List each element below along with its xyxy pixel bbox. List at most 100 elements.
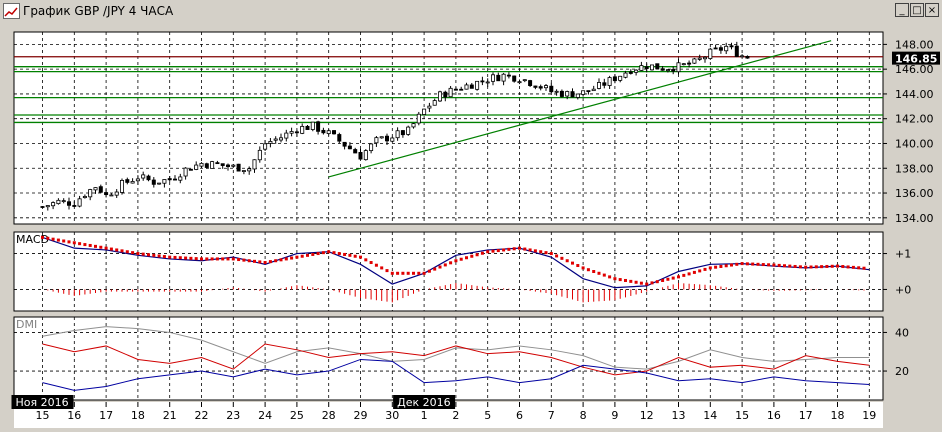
- macd-label: MACD: [16, 233, 49, 246]
- title-bar[interactable]: График GBP /JPY 4 ЧАСА _ □ ×: [0, 0, 942, 22]
- candle-body: [369, 143, 374, 152]
- candle-body: [257, 149, 262, 161]
- macd-signal-dot: [173, 255, 177, 259]
- x-tick-label: 30: [385, 409, 399, 422]
- minimize-button[interactable]: _: [895, 3, 909, 17]
- candle-body: [644, 66, 649, 70]
- candle-body: [241, 170, 246, 172]
- macd-signal-dot: [178, 256, 182, 260]
- x-tick-label: 25: [290, 409, 304, 422]
- candle-body: [512, 75, 517, 82]
- price-tick-label: 148.00: [895, 38, 934, 51]
- x-tick-label: 1: [421, 409, 428, 422]
- candle-body: [602, 82, 607, 86]
- candle-body: [384, 135, 389, 142]
- candle-body: [538, 86, 543, 89]
- macd-signal-dot: [449, 261, 453, 265]
- candle-body: [45, 205, 50, 208]
- candle-body: [353, 149, 358, 154]
- macd-signal-dot: [120, 249, 124, 253]
- macd-signal-dot: [465, 256, 468, 260]
- candle-body: [231, 164, 236, 167]
- macd-signal-dot: [809, 265, 813, 269]
- macd-signal-dot: [661, 278, 665, 282]
- candle-body: [310, 121, 315, 130]
- macd-signal-dot: [862, 266, 866, 270]
- macd-signal-dot: [115, 248, 119, 252]
- macd-signal-dot: [353, 254, 357, 258]
- macd-signal-dot: [841, 265, 845, 269]
- macd-signal-dot: [184, 256, 188, 260]
- candle-body: [40, 206, 45, 208]
- candle-body: [692, 58, 697, 64]
- macd-signal-dot: [125, 250, 129, 254]
- candle-body: [729, 45, 734, 48]
- candle-body: [416, 113, 421, 124]
- macd-signal-dot: [491, 249, 495, 253]
- macd-signal-dot: [496, 249, 500, 253]
- macd-signal-dot: [385, 269, 389, 273]
- candle-body: [263, 143, 268, 150]
- macd-signal-dot: [268, 260, 272, 264]
- macd-signal-dot: [475, 253, 479, 257]
- candle-body: [236, 163, 241, 172]
- candle-body: [342, 141, 347, 147]
- candle-body: [188, 168, 193, 171]
- macd-signal-dot: [783, 264, 786, 268]
- macd-signal-dot: [698, 269, 702, 273]
- macd-signal-dot: [104, 246, 108, 250]
- macd-signal-dot: [406, 271, 410, 275]
- candle-body: [316, 121, 321, 132]
- macd-signal-dot: [682, 273, 686, 277]
- macd-signal-dot: [639, 281, 643, 285]
- macd-signal-dot: [215, 257, 219, 261]
- macd-signal-dot: [804, 265, 808, 269]
- macd-signal-dot: [507, 247, 511, 251]
- macd-signal-dot: [433, 267, 437, 271]
- maximize-button[interactable]: □: [910, 3, 924, 17]
- macd-signal-dot: [343, 252, 347, 256]
- price-tick-label: 136.00: [895, 187, 934, 200]
- macd-signal-dot: [692, 270, 696, 274]
- candle-body: [681, 63, 686, 66]
- candle-body: [252, 159, 257, 170]
- macd-signal-dot: [279, 258, 283, 262]
- macd-signal-dot: [677, 275, 680, 279]
- candle-body: [565, 91, 570, 97]
- candle-body: [395, 130, 400, 139]
- macd-signal-dot: [571, 261, 574, 265]
- candle-body: [284, 132, 289, 139]
- candle-body: [448, 87, 453, 98]
- candle-body: [88, 189, 93, 198]
- price-panel: [13, 31, 884, 225]
- candle-body: [612, 76, 617, 82]
- candle-body: [740, 55, 745, 58]
- macd-signal-dot: [518, 246, 521, 250]
- candle-body: [618, 75, 623, 81]
- macd-signal-dot: [316, 252, 320, 256]
- chart-client-area[interactable]: 15 16 17 18 21 22 23 24 25 28 29 30 1 2 5 6 7 8 9 12 13 14 15 1…: [10, 28, 942, 428]
- macd-signal-dot: [284, 257, 288, 261]
- macd-signal-dot: [735, 262, 739, 266]
- candle-body: [204, 163, 209, 168]
- macd-signal-dot: [714, 265, 718, 269]
- x-tick-label: 9: [611, 409, 618, 422]
- macd-signal-dot: [533, 249, 537, 253]
- close-button[interactable]: ×: [925, 3, 939, 17]
- macd-signal-dot: [767, 263, 771, 267]
- price-tick-label: 142.00: [895, 113, 934, 126]
- macd-signal-dot: [348, 253, 352, 257]
- price-tick-label: 134.00: [895, 212, 934, 225]
- macd-signal-dot: [528, 248, 532, 252]
- candle-body: [411, 123, 416, 128]
- x-tick-label: 15: [36, 409, 50, 422]
- candle-body: [135, 178, 140, 182]
- candle-body: [570, 91, 575, 98]
- candle-body: [708, 48, 713, 59]
- macd-signal-dot: [131, 251, 135, 255]
- macd-signal-dot: [152, 253, 156, 257]
- candle-body: [61, 200, 66, 203]
- current-price-label: 146.85: [895, 53, 937, 66]
- candle-body: [544, 85, 549, 89]
